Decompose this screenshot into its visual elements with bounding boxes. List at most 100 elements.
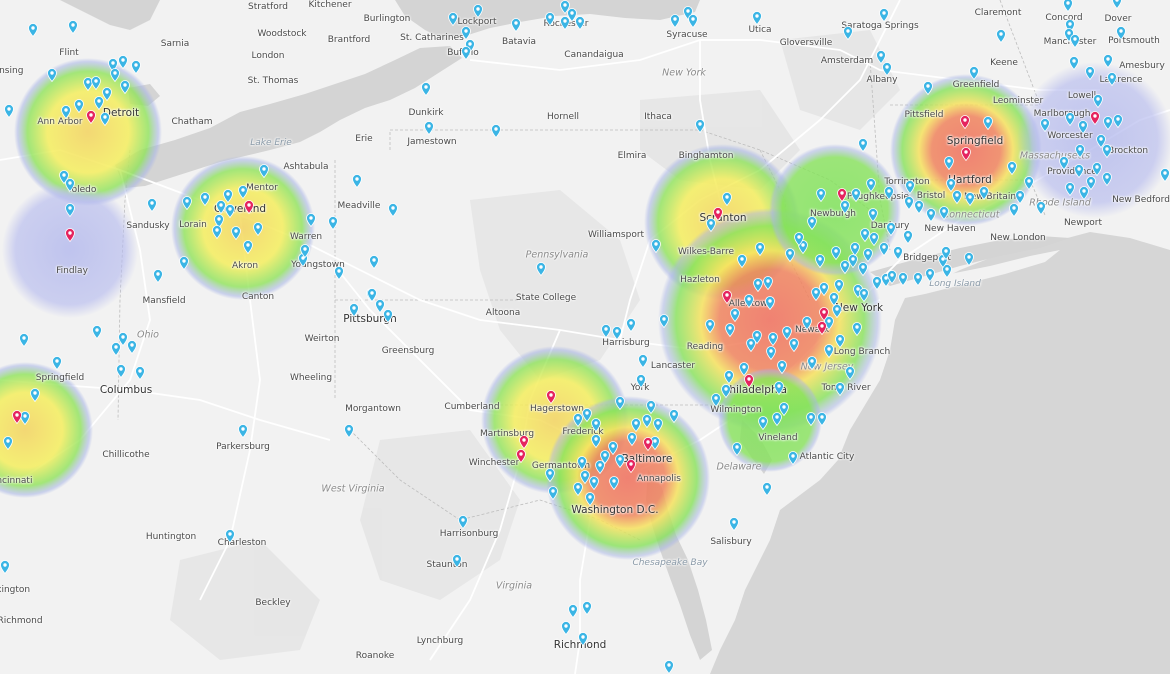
map-marker-pin-icon[interactable] xyxy=(589,476,599,490)
map-marker-pin-icon[interactable] xyxy=(721,384,731,398)
map-marker-pin-icon[interactable] xyxy=(631,418,641,432)
map-marker-pin-icon[interactable] xyxy=(306,213,316,227)
map-marker-pin-icon[interactable] xyxy=(979,186,989,200)
map-marker-pin-icon[interactable] xyxy=(887,270,897,284)
map-marker-pin-icon[interactable] xyxy=(352,174,362,188)
map-marker-pin-icon[interactable] xyxy=(926,208,936,222)
map-marker-pin-icon[interactable] xyxy=(642,414,652,428)
map-marker-pin-icon[interactable] xyxy=(638,354,648,368)
map-marker-pin-icon[interactable] xyxy=(688,14,698,28)
map-marker-highlight-pin-icon[interactable] xyxy=(1090,111,1100,125)
map-marker-pin-icon[interactable] xyxy=(91,76,101,90)
map-marker-pin-icon[interactable] xyxy=(737,254,747,268)
map-marker-pin-icon[interactable] xyxy=(47,68,57,82)
map-marker-pin-icon[interactable] xyxy=(609,476,619,490)
map-marker-pin-icon[interactable] xyxy=(946,178,956,192)
map-marker-pin-icon[interactable] xyxy=(859,288,869,302)
map-marker-pin-icon[interactable] xyxy=(1024,176,1034,190)
map-marker-pin-icon[interactable] xyxy=(1074,164,1084,178)
map-marker-pin-icon[interactable] xyxy=(1070,34,1080,48)
map-marker-pin-icon[interactable] xyxy=(1096,134,1106,148)
map-marker-pin-icon[interactable] xyxy=(834,279,844,293)
map-marker-pin-icon[interactable] xyxy=(225,204,235,218)
map-marker-pin-icon[interactable] xyxy=(860,228,870,242)
map-marker-pin-icon[interactable] xyxy=(595,460,605,474)
map-marker-pin-icon[interactable] xyxy=(582,601,592,615)
map-marker-pin-icon[interactable] xyxy=(802,316,812,330)
map-marker-pin-icon[interactable] xyxy=(421,82,431,96)
map-marker-pin-icon[interactable] xyxy=(68,20,78,34)
map-marker-pin-icon[interactable] xyxy=(1112,0,1122,9)
map-marker-pin-icon[interactable] xyxy=(328,216,338,230)
map-marker-pin-icon[interactable] xyxy=(794,232,804,246)
map-marker-pin-icon[interactable] xyxy=(831,246,841,260)
map-marker-pin-icon[interactable] xyxy=(212,225,222,239)
map-marker-pin-icon[interactable] xyxy=(591,434,601,448)
map-marker-pin-icon[interactable] xyxy=(829,292,839,306)
map-marker-pin-icon[interactable] xyxy=(969,66,979,80)
map-marker-pin-icon[interactable] xyxy=(591,418,601,432)
map-marker-pin-icon[interactable] xyxy=(905,180,915,194)
map-marker-pin-icon[interactable] xyxy=(669,409,679,423)
map-marker-pin-icon[interactable] xyxy=(536,262,546,276)
map-marker-pin-icon[interactable] xyxy=(253,222,263,236)
map-marker-pin-icon[interactable] xyxy=(448,12,458,26)
map-marker-highlight-pin-icon[interactable] xyxy=(744,374,754,388)
map-marker-pin-icon[interactable] xyxy=(452,554,462,568)
map-marker-pin-icon[interactable] xyxy=(545,12,555,26)
map-marker-highlight-pin-icon[interactable] xyxy=(837,188,847,202)
map-marker-pin-icon[interactable] xyxy=(1015,190,1025,204)
map-marker-pin-icon[interactable] xyxy=(869,232,879,246)
map-marker-highlight-pin-icon[interactable] xyxy=(516,449,526,463)
map-marker-highlight-pin-icon[interactable] xyxy=(12,410,22,424)
map-marker-pin-icon[interactable] xyxy=(560,16,570,30)
map-marker-pin-icon[interactable] xyxy=(135,366,145,380)
map-marker-pin-icon[interactable] xyxy=(1085,66,1095,80)
map-marker-pin-icon[interactable] xyxy=(884,186,894,200)
map-marker-pin-icon[interactable] xyxy=(851,188,861,202)
map-marker-pin-icon[interactable] xyxy=(585,492,595,506)
map-marker-pin-icon[interactable] xyxy=(866,178,876,192)
map-marker-pin-icon[interactable] xyxy=(755,242,765,256)
map-marker-pin-icon[interactable] xyxy=(772,412,782,426)
map-marker-pin-icon[interactable] xyxy=(225,529,235,543)
map-marker-pin-icon[interactable] xyxy=(942,264,952,278)
map-marker-pin-icon[interactable] xyxy=(983,116,993,130)
map-marker-highlight-pin-icon[interactable] xyxy=(713,207,723,221)
map-marker-pin-icon[interactable] xyxy=(739,362,749,376)
map-marker-pin-icon[interactable] xyxy=(238,185,248,199)
map-marker-pin-icon[interactable] xyxy=(147,198,157,212)
map-marker-highlight-pin-icon[interactable] xyxy=(961,147,971,161)
map-marker-pin-icon[interactable] xyxy=(706,218,716,232)
map-marker-pin-icon[interactable] xyxy=(835,334,845,348)
map-marker-pin-icon[interactable] xyxy=(746,338,756,352)
map-marker-pin-icon[interactable] xyxy=(762,482,772,496)
map-marker-pin-icon[interactable] xyxy=(548,486,558,500)
map-marker-pin-icon[interactable] xyxy=(816,188,826,202)
map-marker-pin-icon[interactable] xyxy=(1075,144,1085,158)
map-marker-pin-icon[interactable] xyxy=(711,393,721,407)
map-marker-pin-icon[interactable] xyxy=(732,442,742,456)
map-marker-pin-icon[interactable] xyxy=(92,325,102,339)
map-marker-pin-icon[interactable] xyxy=(868,208,878,222)
map-marker-pin-icon[interactable] xyxy=(913,272,923,286)
map-marker-pin-icon[interactable] xyxy=(102,87,112,101)
map-marker-pin-icon[interactable] xyxy=(872,276,882,290)
map-marker-pin-icon[interactable] xyxy=(573,482,583,496)
map-marker-pin-icon[interactable] xyxy=(626,318,636,332)
map-marker-highlight-pin-icon[interactable] xyxy=(626,459,636,473)
map-marker-pin-icon[interactable] xyxy=(491,124,501,138)
map-marker-pin-icon[interactable] xyxy=(765,296,775,310)
map-marker-pin-icon[interactable] xyxy=(952,190,962,204)
map-marker-pin-icon[interactable] xyxy=(832,304,842,318)
map-marker-pin-icon[interactable] xyxy=(904,196,914,210)
map-marker-highlight-pin-icon[interactable] xyxy=(86,110,96,124)
map-marker-pin-icon[interactable] xyxy=(965,192,975,206)
map-marker-pin-icon[interactable] xyxy=(577,456,587,470)
map-marker-pin-icon[interactable] xyxy=(179,256,189,270)
map-marker-pin-icon[interactable] xyxy=(461,26,471,40)
map-marker-pin-icon[interactable] xyxy=(567,8,577,22)
map-marker-pin-icon[interactable] xyxy=(705,319,715,333)
map-marker-pin-icon[interactable] xyxy=(768,332,778,346)
map-marker-pin-icon[interactable] xyxy=(461,46,471,60)
